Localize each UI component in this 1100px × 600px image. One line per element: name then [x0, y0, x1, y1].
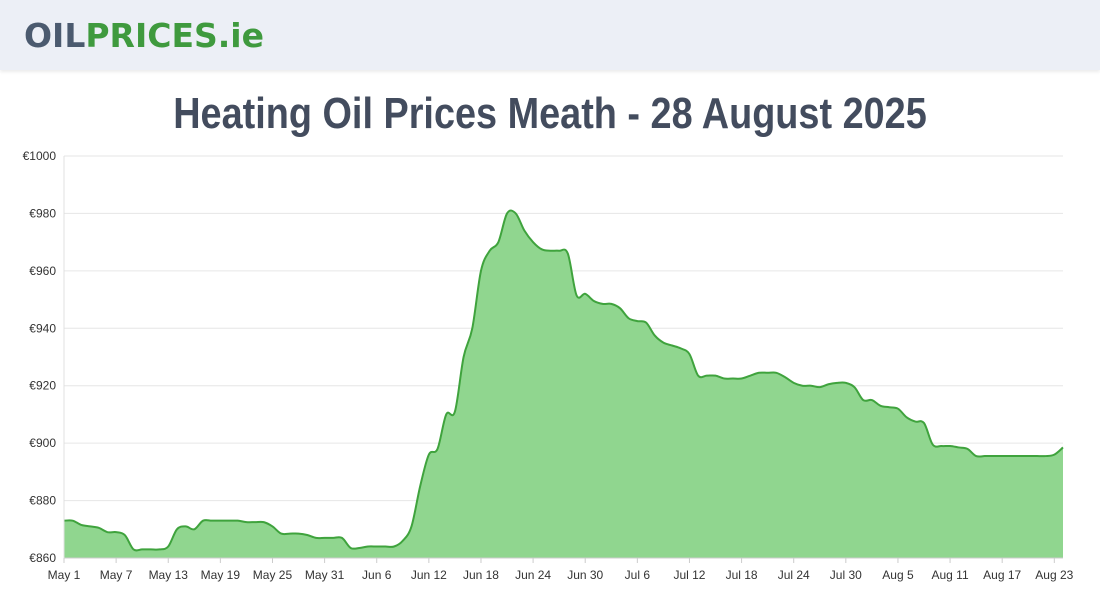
x-tick-label: May 13: [149, 568, 189, 582]
price-line: [63, 209, 1064, 552]
y-tick-label: €980: [29, 206, 56, 220]
site-header: OILPRICES.ie: [0, 0, 1100, 70]
x-tick-label: Jul 24: [778, 568, 810, 582]
x-tick-label: May 7: [100, 568, 133, 582]
x-tick-label: May 1: [48, 568, 81, 582]
y-axis-ticks: €860 €880 €900 €920 €940 €960 €980 €1000: [23, 149, 57, 565]
x-tick-label: Jul 30: [830, 568, 862, 582]
x-tick-label: Jun 6: [362, 568, 392, 582]
site-logo[interactable]: OILPRICES.ie: [24, 16, 264, 56]
x-tick-label: Jun 24: [515, 568, 551, 582]
x-tick-label: Aug 23: [1035, 568, 1073, 582]
logo-text-prices: PRICES: [85, 16, 218, 55]
y-tick-label: €960: [29, 264, 56, 278]
y-tick-label: €900: [29, 436, 56, 450]
x-axis-ticks: May 1 May 7 May 13 May 19 May 25 May 31 Jun 6 J…: [48, 558, 1074, 582]
logo-text-oil: OIL: [24, 16, 86, 55]
x-tick-label: Aug 17: [983, 568, 1021, 582]
logo-text-ie: .ie: [217, 16, 264, 55]
y-tick-label: €880: [29, 494, 56, 508]
y-tick-label: €920: [29, 379, 56, 393]
x-tick-label: Jun 30: [567, 568, 603, 582]
x-tick-label: Jun 18: [463, 568, 499, 582]
x-tick-label: Jul 12: [673, 568, 705, 582]
x-tick-label: May 31: [305, 568, 345, 582]
chart-title: Heating Oil Prices Meath - 28 August 202…: [173, 89, 927, 138]
x-tick-label: May 19: [201, 568, 241, 582]
x-tick-label: Aug 11: [931, 568, 968, 582]
x-tick-label: Jun 12: [411, 568, 447, 582]
x-tick-label: May 25: [253, 568, 293, 582]
y-tick-label: €940: [29, 321, 56, 335]
price-area-fill: [64, 210, 1063, 558]
x-tick-label: Aug 5: [882, 568, 914, 582]
y-tick-label: €1000: [23, 149, 57, 163]
x-tick-label: Jul 6: [625, 568, 651, 582]
y-tick-label: €860: [29, 551, 56, 565]
x-tick-label: Jul 18: [726, 568, 758, 582]
